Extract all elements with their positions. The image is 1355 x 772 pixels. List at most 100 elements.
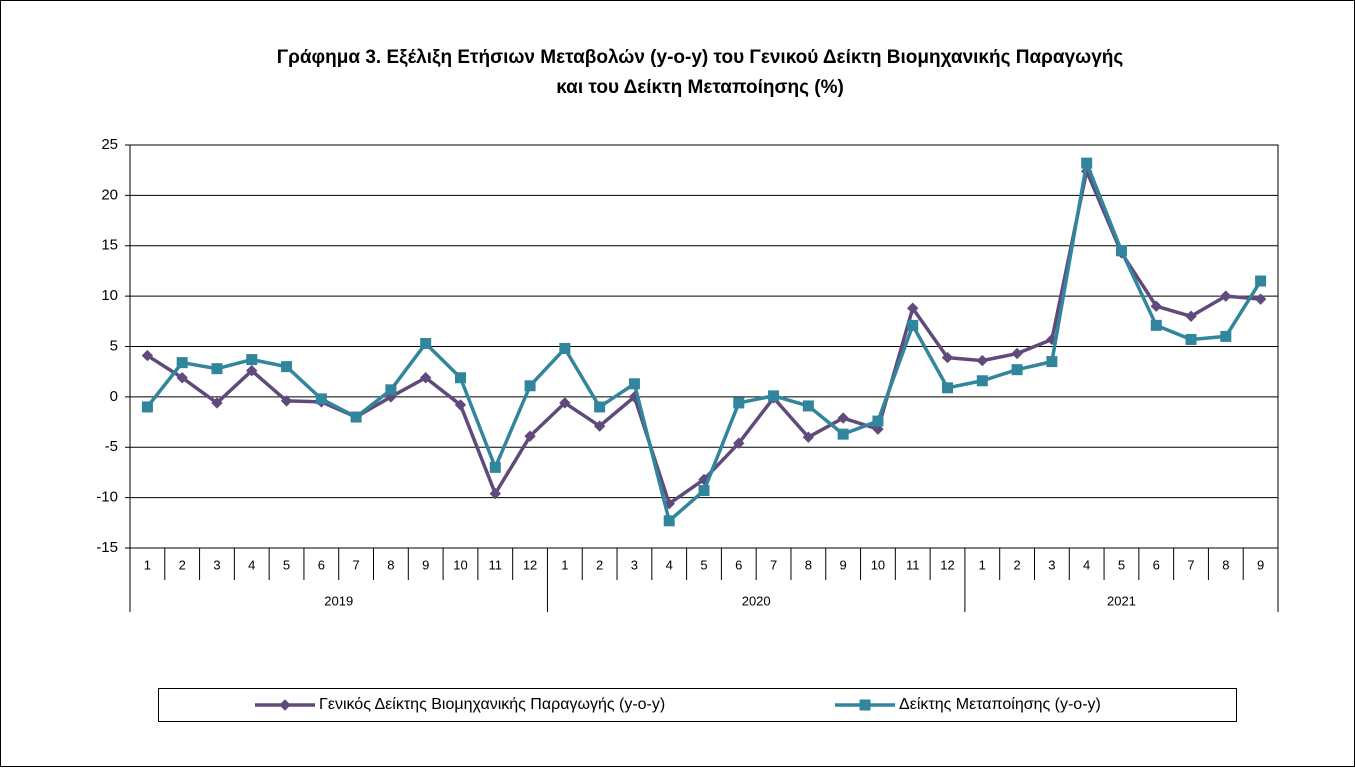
x-tick-label: 4 xyxy=(666,557,673,572)
data-point xyxy=(663,515,675,527)
x-tick-label: 1 xyxy=(144,557,151,572)
y-tick-label: 10 xyxy=(101,287,118,304)
x-tick-label: 5 xyxy=(1118,557,1125,572)
y-tick-label: 0 xyxy=(110,388,118,405)
x-tick-label: 8 xyxy=(387,557,394,572)
legend-marker xyxy=(859,699,871,711)
data-point xyxy=(1185,310,1197,322)
data-point xyxy=(176,372,188,384)
y-tick-label: 15 xyxy=(101,237,118,254)
data-point xyxy=(907,302,919,314)
data-point xyxy=(141,401,153,413)
data-point xyxy=(1046,356,1058,368)
data-point xyxy=(802,400,814,412)
data-point xyxy=(1115,245,1127,257)
x-tick-label: 10 xyxy=(453,557,467,572)
data-point xyxy=(420,337,432,349)
data-point xyxy=(454,372,466,384)
legend-box xyxy=(158,688,1237,722)
data-point xyxy=(524,380,536,392)
x-tick-label: 8 xyxy=(1222,557,1229,572)
data-point xyxy=(837,428,849,440)
data-point xyxy=(907,319,919,331)
data-point xyxy=(281,361,293,373)
y-tick-label: 25 xyxy=(101,136,118,153)
data-point xyxy=(385,384,397,396)
plot-frame xyxy=(129,144,1279,549)
y-tick-label: -15 xyxy=(96,539,118,556)
x-tick-label: 6 xyxy=(1153,557,1160,572)
x-tick-label: 5 xyxy=(283,557,290,572)
data-point xyxy=(141,349,154,362)
x-tick-label: 7 xyxy=(770,557,777,572)
data-point xyxy=(941,351,954,364)
chart-title: και του Δείκτη Μεταποίησης (%) xyxy=(556,77,844,98)
x-tick-label: 7 xyxy=(1187,557,1194,572)
data-point xyxy=(733,437,745,449)
x-tick-label: 6 xyxy=(735,557,742,572)
data-point xyxy=(802,431,815,443)
data-point xyxy=(1185,333,1197,345)
data-point xyxy=(176,357,188,369)
x-tick-label: 2 xyxy=(179,557,186,572)
y-tick-label: -10 xyxy=(96,489,118,506)
data-point xyxy=(489,487,501,500)
data-point xyxy=(1150,319,1162,331)
x-tick-label: 8 xyxy=(805,557,812,572)
x-tick-label: 11 xyxy=(489,557,503,572)
x-group-label: 2021 xyxy=(1107,593,1136,608)
legend-marker xyxy=(279,699,291,711)
data-point xyxy=(698,485,710,497)
data-point xyxy=(1220,290,1232,302)
data-point xyxy=(211,363,223,375)
legend-label: Δείκτης Μεταποίησης (y-o-y) xyxy=(899,696,1101,713)
data-point xyxy=(942,382,954,394)
data-point xyxy=(246,364,258,377)
x-tick-label: 6 xyxy=(318,557,325,572)
y-tick-label: -5 xyxy=(105,438,118,455)
data-point xyxy=(872,423,884,435)
x-tick-label: 2 xyxy=(596,557,603,572)
y-tick-label: 20 xyxy=(101,186,118,203)
data-point xyxy=(1255,275,1267,287)
x-group-label: 2020 xyxy=(742,593,771,608)
x-tick-label: 9 xyxy=(422,557,429,572)
legend-label: Γενικός Δείκτης Βιομηχανικής Παραγωγής (… xyxy=(319,696,665,713)
data-point xyxy=(246,354,258,366)
data-point xyxy=(559,397,571,409)
data-point xyxy=(733,397,745,409)
data-point xyxy=(1150,300,1162,312)
x-tick-label: 5 xyxy=(700,557,707,572)
x-group-label: 2019 xyxy=(324,593,353,608)
x-tick-label: 10 xyxy=(871,557,885,572)
data-point xyxy=(524,430,536,442)
x-tick-label: 7 xyxy=(353,557,360,572)
data-point xyxy=(350,411,362,423)
data-point xyxy=(1081,157,1093,169)
data-point xyxy=(837,412,849,424)
x-tick-label: 9 xyxy=(1257,557,1264,572)
data-point xyxy=(768,390,780,402)
data-point xyxy=(1220,330,1232,342)
data-point xyxy=(454,399,467,411)
x-tick-label: 3 xyxy=(631,557,638,572)
chart-title: Γράφημα 3. Εξέλιξη Ετήσιων Μεταβολών (y-… xyxy=(277,47,1124,68)
data-point xyxy=(315,393,327,405)
data-point xyxy=(872,415,884,427)
x-tick-label: 3 xyxy=(1048,557,1055,572)
x-tick-label: 2 xyxy=(1013,557,1020,572)
x-tick-label: 4 xyxy=(1083,557,1090,572)
data-point xyxy=(976,375,988,387)
x-tick-label: 12 xyxy=(940,557,954,572)
data-point xyxy=(1254,293,1267,305)
x-tick-label: 3 xyxy=(213,557,220,572)
x-tick-label: 1 xyxy=(979,557,986,572)
data-point xyxy=(976,354,989,367)
data-point xyxy=(594,401,606,413)
data-point xyxy=(1011,347,1023,360)
data-point xyxy=(489,461,501,473)
y-tick-label: 5 xyxy=(110,337,118,354)
data-point xyxy=(628,378,640,390)
